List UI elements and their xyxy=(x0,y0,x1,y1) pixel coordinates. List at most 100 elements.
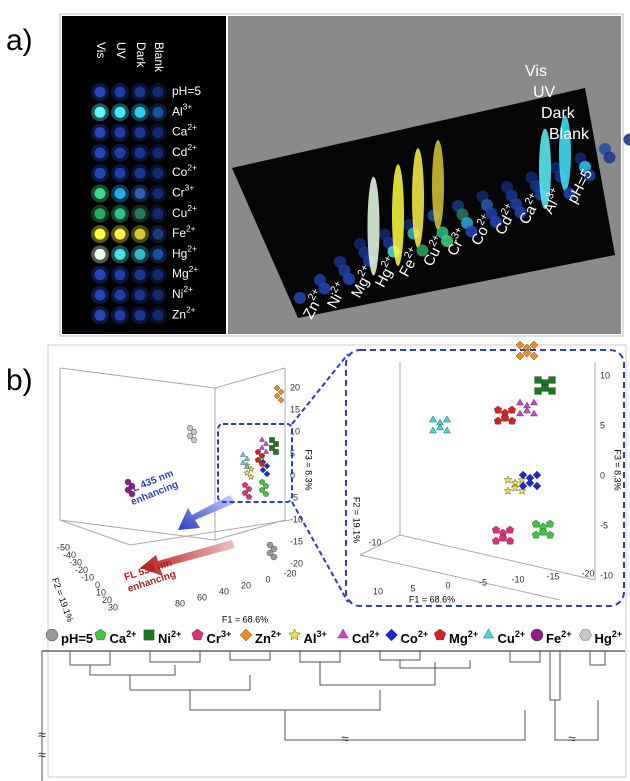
x-axis-label: F1 = 68.6% xyxy=(409,594,455,604)
x-tick-label: -20 xyxy=(283,568,296,578)
ion-symbol: Cr xyxy=(172,186,185,200)
break-mark: ≈ xyxy=(38,727,46,743)
ion-symbol: Ca xyxy=(172,125,188,139)
surface-peak xyxy=(624,134,630,146)
x-tick-label: 0 xyxy=(445,580,450,590)
ion-symbol: Hg xyxy=(172,247,187,261)
z-axis-label: F3 = 8.3% xyxy=(304,449,314,490)
scatter-point xyxy=(549,377,556,384)
axis-label-3d: Blank xyxy=(549,126,590,143)
spot xyxy=(153,310,164,321)
ion-symbol: Cu xyxy=(172,206,187,220)
ion-symbol: Zn xyxy=(255,631,271,646)
ion-charge: 2+ xyxy=(186,224,196,234)
row-label: pH=5 xyxy=(172,84,201,98)
ion-charge: 2+ xyxy=(187,203,197,213)
ion-charge: 2+ xyxy=(418,629,428,639)
column-label: Dark xyxy=(134,42,148,68)
spot xyxy=(115,147,126,158)
ion-symbol: pH=5 xyxy=(61,631,93,646)
surface-peak xyxy=(368,177,380,276)
x-tick-label: 5 xyxy=(410,583,415,593)
ion-charge: 2+ xyxy=(187,244,197,254)
panel-label: a) xyxy=(6,24,33,57)
ion-charge: 2+ xyxy=(189,264,199,274)
ion-charge: 2+ xyxy=(187,142,197,152)
ion-charge: 3+ xyxy=(185,183,195,193)
ion-charge: 2+ xyxy=(561,629,571,639)
spot xyxy=(95,147,106,158)
y-tick-label: 30 xyxy=(108,602,118,612)
spot xyxy=(135,310,146,321)
spot xyxy=(115,127,126,138)
legend-symbol xyxy=(531,629,543,641)
ion-symbol: Cd xyxy=(352,631,369,646)
x-tick-label: -10 xyxy=(511,574,524,584)
spot xyxy=(135,290,146,301)
surface-peak xyxy=(604,152,616,164)
ion-symbol: Cd xyxy=(172,145,187,159)
legend-symbol xyxy=(144,630,154,640)
ion-symbol: Mg xyxy=(449,631,468,646)
spot xyxy=(115,290,126,301)
ion-charge: 2+ xyxy=(515,629,525,639)
ion-charge: 2+ xyxy=(187,122,197,132)
spot xyxy=(135,249,146,260)
figure: a)VisUVDarkBlankpH=5Al3+Ca2+Cd2+Co2+Cr3+… xyxy=(0,0,630,781)
ion-symbol: Cr xyxy=(207,631,221,646)
spot xyxy=(95,87,106,98)
spot xyxy=(153,127,164,138)
spot xyxy=(95,168,106,179)
y-axis-label: F2 = 19.1% xyxy=(352,497,362,543)
ion-symbol: Al xyxy=(172,104,183,118)
spot xyxy=(115,229,126,240)
x-tick-label: 10 xyxy=(373,586,383,596)
x-tick-label: -20 xyxy=(581,568,594,578)
ion-symbol: pH=5 xyxy=(172,84,201,98)
break-mark: ≈ xyxy=(568,731,576,747)
surface-peak xyxy=(432,140,444,230)
spot xyxy=(95,107,106,118)
ion-symbol: Zn xyxy=(172,307,186,321)
spot xyxy=(153,168,164,179)
spot xyxy=(115,249,126,260)
z-tick-label: 15 xyxy=(290,404,300,414)
spot xyxy=(153,290,164,301)
axis-label-3d: UV xyxy=(533,84,556,101)
spot xyxy=(95,310,106,321)
ion-symbol: Al xyxy=(304,631,317,646)
ion-charge: 2+ xyxy=(183,284,193,294)
spot xyxy=(153,269,164,280)
spot xyxy=(135,147,146,158)
spot xyxy=(115,208,126,219)
ion-symbol: Co xyxy=(172,165,188,179)
spot xyxy=(95,229,106,240)
scatter-point xyxy=(542,385,549,392)
spot xyxy=(95,188,106,199)
column-label: UV xyxy=(114,42,128,59)
x-tick-label: 80 xyxy=(175,598,185,608)
z-tick-label: 0 xyxy=(600,470,605,480)
z-tick-label: -5 xyxy=(600,520,608,530)
ion-symbol: Ca xyxy=(110,631,127,646)
surface-peak xyxy=(412,148,424,248)
ion-charge: 2+ xyxy=(369,629,379,639)
x-tick-label: 0 xyxy=(265,574,270,584)
spot xyxy=(135,269,146,280)
ion-charge: 2+ xyxy=(468,629,478,639)
ion-charge: 3+ xyxy=(317,629,327,639)
ion-symbol: Cu xyxy=(498,631,515,646)
spot xyxy=(135,168,146,179)
spot xyxy=(95,269,106,280)
axis-label-3d: Dark xyxy=(541,105,576,122)
scatter-point xyxy=(191,437,197,442)
ion-symbol: Ni xyxy=(172,287,183,301)
legend-symbol xyxy=(46,629,58,641)
spot xyxy=(153,107,164,118)
column-label: Blank xyxy=(152,42,166,73)
ion-symbol: Fe xyxy=(172,226,186,240)
scatter-point xyxy=(535,388,542,395)
z-tick-label: -20 xyxy=(290,558,303,568)
ion-charge: 3+ xyxy=(221,629,231,639)
y-tick-label: -10 xyxy=(81,572,94,582)
